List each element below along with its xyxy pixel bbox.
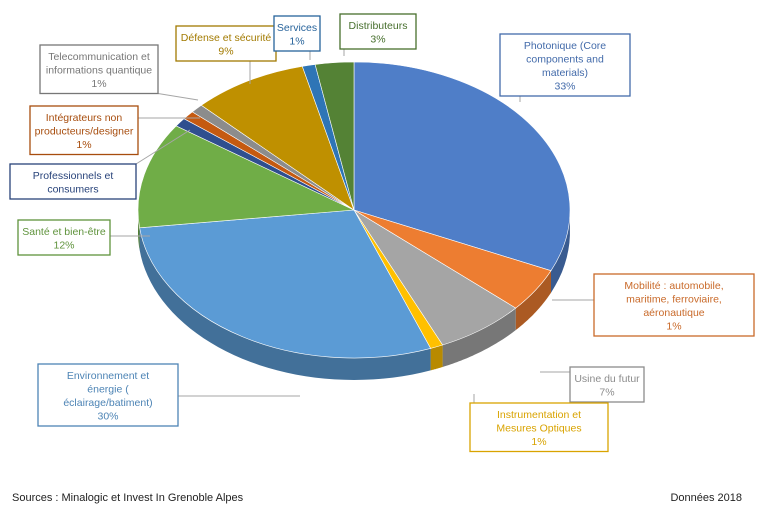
- pie-slice-environnement-et-energie-eclairage-batiment: [139, 209, 432, 359]
- label-percent: 1%: [76, 139, 91, 151]
- label-percent: 33%: [554, 81, 575, 93]
- label-professionnels-et-consumers: Professionnels et consumers: [9, 163, 137, 200]
- pie-side-sante-et-bien-etre: [138, 203, 140, 250]
- label-text: Mobilité : automobile,: [624, 280, 723, 292]
- label-text: informations quantique: [46, 65, 152, 77]
- label-text: materials): [542, 67, 588, 79]
- label-box: [37, 363, 179, 427]
- label-box: [469, 402, 609, 453]
- label-text: Environnement et: [67, 370, 149, 382]
- pie-sides: [138, 203, 570, 380]
- source-note: Sources : Minalogic et Invest In Grenobl…: [12, 492, 244, 504]
- label-box: [29, 105, 139, 156]
- label-text: Instrumentation et: [497, 409, 581, 421]
- label-box: [175, 25, 277, 62]
- label-telecommunication-et-informations-quantique: Telecommunication et informations quantiq…: [39, 44, 159, 95]
- pie-slice-sante-et-bien-etre: [137, 125, 356, 229]
- label-box: [339, 13, 417, 50]
- label-box: [273, 15, 321, 52]
- label-percent: 1%: [531, 436, 546, 448]
- pie-side-mobilite-automobile-maritime-ferroviaire-aeronautique: [515, 270, 551, 331]
- label-text: Usine du futur: [574, 373, 640, 385]
- label-text: maritime, ferroviaire,: [626, 294, 722, 306]
- pie-slices: [137, 61, 571, 359]
- label-text: Mesures Optiques: [496, 423, 581, 435]
- label-text: Telecommunication et: [48, 51, 150, 63]
- label-box: [569, 366, 645, 403]
- label-text: producteurs/designer: [35, 126, 134, 138]
- label-defense-et-securite: Défense et sécurité 9%: [175, 25, 277, 62]
- label-services: Services 1%: [273, 15, 321, 52]
- label-text: aéronautique: [643, 307, 704, 319]
- label-percent: 1%: [289, 36, 304, 48]
- label-environnement-et-energie-eclairage-batiment: Environnement et énergie (éclairage/batim…: [37, 363, 179, 427]
- pie-slice-defense-et-securite: [200, 65, 355, 211]
- label-text: Services: [277, 22, 317, 34]
- label-percent: 30%: [97, 411, 118, 423]
- leader-lines: [110, 49, 594, 403]
- label-text: énergie (: [87, 384, 129, 396]
- pie-side-usine-du-futur: [442, 308, 516, 367]
- pie-side-environnement-et-energie-eclairage-batiment: [139, 227, 431, 380]
- label-text: éclairage/batiment): [63, 397, 152, 409]
- label-percent: 7%: [599, 387, 614, 399]
- label-text: Santé et bien-être: [22, 226, 106, 238]
- label-box: [9, 163, 137, 200]
- pie-side-instrumentation-et-mesures-optiques: [430, 345, 443, 371]
- label-box: [39, 44, 159, 95]
- pie-slice-distributeurs: [314, 61, 355, 211]
- label-percent: 3%: [370, 34, 385, 46]
- slice-labels: Photonique (Core components andmaterials)…: [9, 13, 755, 453]
- label-text: components and: [526, 54, 604, 66]
- label-text: Photonique (Core: [524, 40, 606, 52]
- label-sante-et-bien-etre: Santé et bien-être 12%: [17, 219, 111, 256]
- label-text: Professionnels et: [33, 170, 114, 182]
- label-percent: 1%: [666, 321, 681, 333]
- label-percent: 9%: [218, 46, 233, 58]
- pie-slice-photonique-core-components-and-materials: [353, 61, 571, 272]
- label-mobilite-automobile-maritime-ferroviaire-aeronautique: Mobilité : automobile, maritime, ferrovia…: [593, 273, 755, 337]
- label-photonique-core-components-and-materials: Photonique (Core components andmaterials)…: [499, 33, 631, 97]
- label-text: Défense et sécurité: [181, 32, 272, 44]
- label-usine-du-futur: Usine du futur 7%: [569, 366, 645, 403]
- label-text: consumers: [47, 184, 98, 196]
- leader-line-professionnels-et-consumers: [135, 129, 191, 165]
- label-box: [593, 273, 755, 337]
- label-percent: 12%: [53, 240, 74, 252]
- label-box: [17, 219, 111, 256]
- label-box: [499, 33, 631, 97]
- leader-line-telecommunication-et-informations-quantique: [157, 93, 199, 101]
- pie-side-photonique-core-components-and-materials: [551, 206, 570, 293]
- data-year: Données 2018: [670, 492, 742, 504]
- label-text: Intégrateurs non: [46, 112, 123, 124]
- label-distributeurs: Distributeurs 3%: [339, 13, 417, 50]
- label-text: Distributeurs: [349, 20, 408, 32]
- label-percent: 1%: [91, 78, 106, 90]
